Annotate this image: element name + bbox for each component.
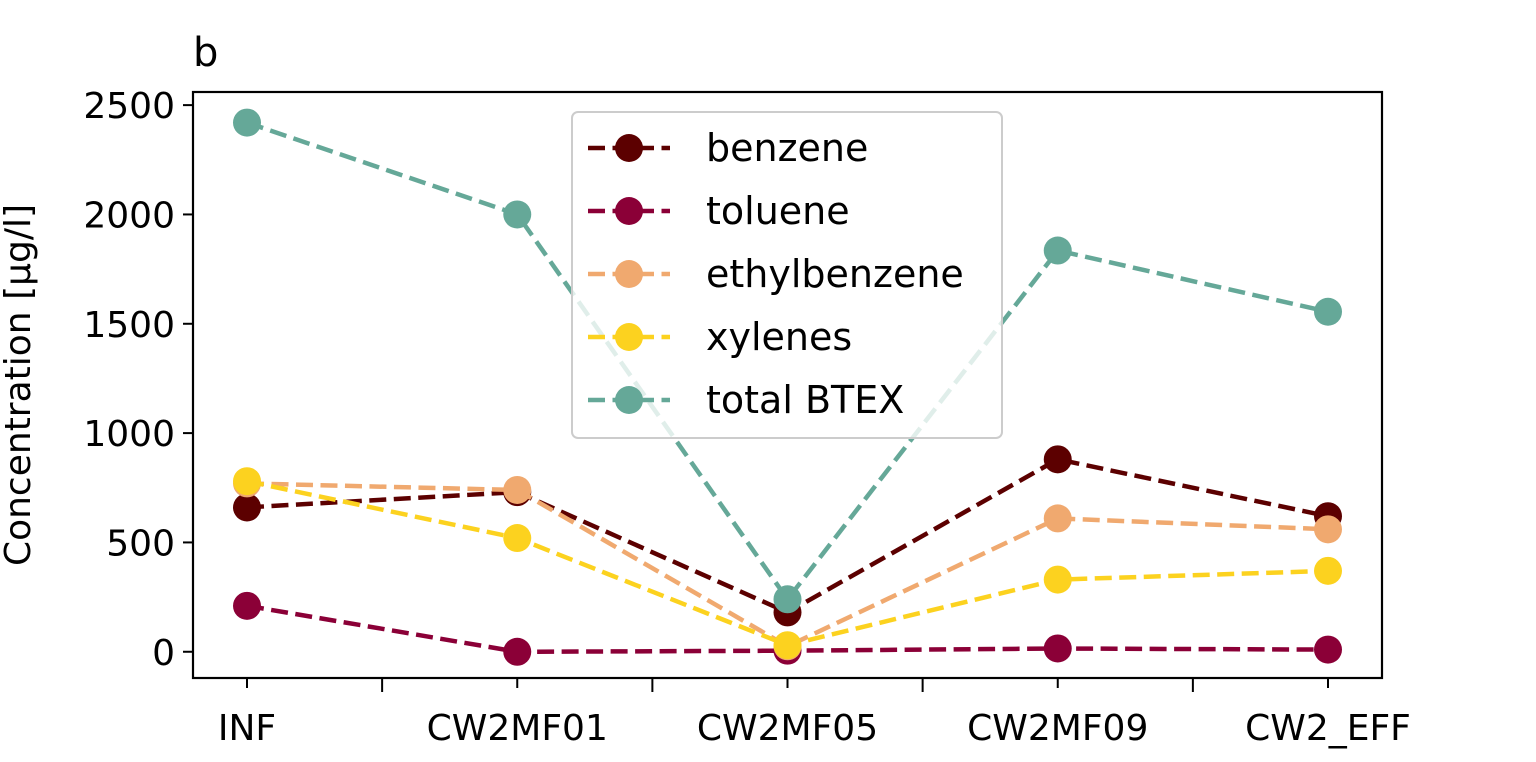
x-tick-label: CW2MF05 bbox=[697, 708, 878, 749]
data-point bbox=[1043, 504, 1072, 533]
legend-box bbox=[571, 111, 1003, 439]
data-point bbox=[1043, 634, 1072, 663]
data-point bbox=[773, 585, 802, 614]
legend-marker bbox=[615, 386, 643, 414]
x-tick-label: INF bbox=[218, 708, 276, 749]
y-tick-label: 2500 bbox=[83, 86, 175, 127]
x-tick-label: CW2_EFF bbox=[1245, 708, 1411, 749]
series-layer bbox=[233, 108, 1342, 666]
axes-layer: 0 500 1000 1500 2000 2500 INF CW2MF01 CW2MF05 CW2… bbox=[83, 86, 1411, 749]
series-line bbox=[246, 120, 1329, 604]
data-point bbox=[773, 631, 802, 660]
legend-item: ethylbenzene bbox=[588, 252, 964, 296]
data-point bbox=[503, 524, 532, 553]
y-tick-label: 0 bbox=[152, 633, 175, 674]
legend-label: benzene bbox=[706, 126, 868, 170]
x-tick-label: CW2MF09 bbox=[967, 708, 1148, 749]
legend-marker bbox=[615, 260, 643, 288]
data-point bbox=[503, 475, 532, 504]
data-point bbox=[233, 467, 261, 496]
data-point bbox=[1043, 445, 1072, 474]
legend: benzene toluene ethylbenzene xylenes total B… bbox=[571, 111, 1003, 439]
y-tick-label: 1500 bbox=[83, 305, 175, 346]
legend-label: xylenes bbox=[706, 315, 852, 359]
legend-item: toluene bbox=[588, 189, 850, 233]
data-point bbox=[1043, 236, 1072, 265]
series-4 bbox=[233, 108, 1342, 614]
series-3 bbox=[233, 467, 1342, 660]
data-point bbox=[1314, 635, 1342, 664]
legend-marker bbox=[615, 323, 643, 351]
legend-item: xylenes bbox=[588, 315, 852, 359]
y-axis-label: Concentration [µg/l] bbox=[0, 204, 39, 566]
legend-marker bbox=[615, 134, 643, 162]
data-point bbox=[503, 637, 532, 666]
legend-item: total BTEX bbox=[588, 378, 904, 422]
data-point bbox=[1314, 556, 1342, 585]
legend-label: toluene bbox=[706, 189, 850, 233]
series-line bbox=[246, 481, 1329, 649]
data-point bbox=[1314, 515, 1342, 544]
panel-label: b bbox=[193, 30, 218, 76]
legend-label: ethylbenzene bbox=[706, 252, 964, 296]
data-point bbox=[233, 591, 261, 620]
y-tick-label: 1000 bbox=[83, 414, 175, 455]
data-point bbox=[1314, 297, 1342, 326]
legend-label: total BTEX bbox=[706, 378, 904, 422]
data-point bbox=[233, 493, 261, 522]
legend-item: benzene bbox=[588, 126, 868, 170]
x-tick-label: CW2MF01 bbox=[427, 708, 608, 749]
legend-marker bbox=[615, 197, 643, 225]
data-point bbox=[233, 108, 261, 137]
y-tick-label: 500 bbox=[106, 523, 175, 564]
y-tick-label: 2000 bbox=[83, 195, 175, 236]
data-point bbox=[503, 200, 532, 229]
data-point bbox=[1043, 565, 1072, 594]
